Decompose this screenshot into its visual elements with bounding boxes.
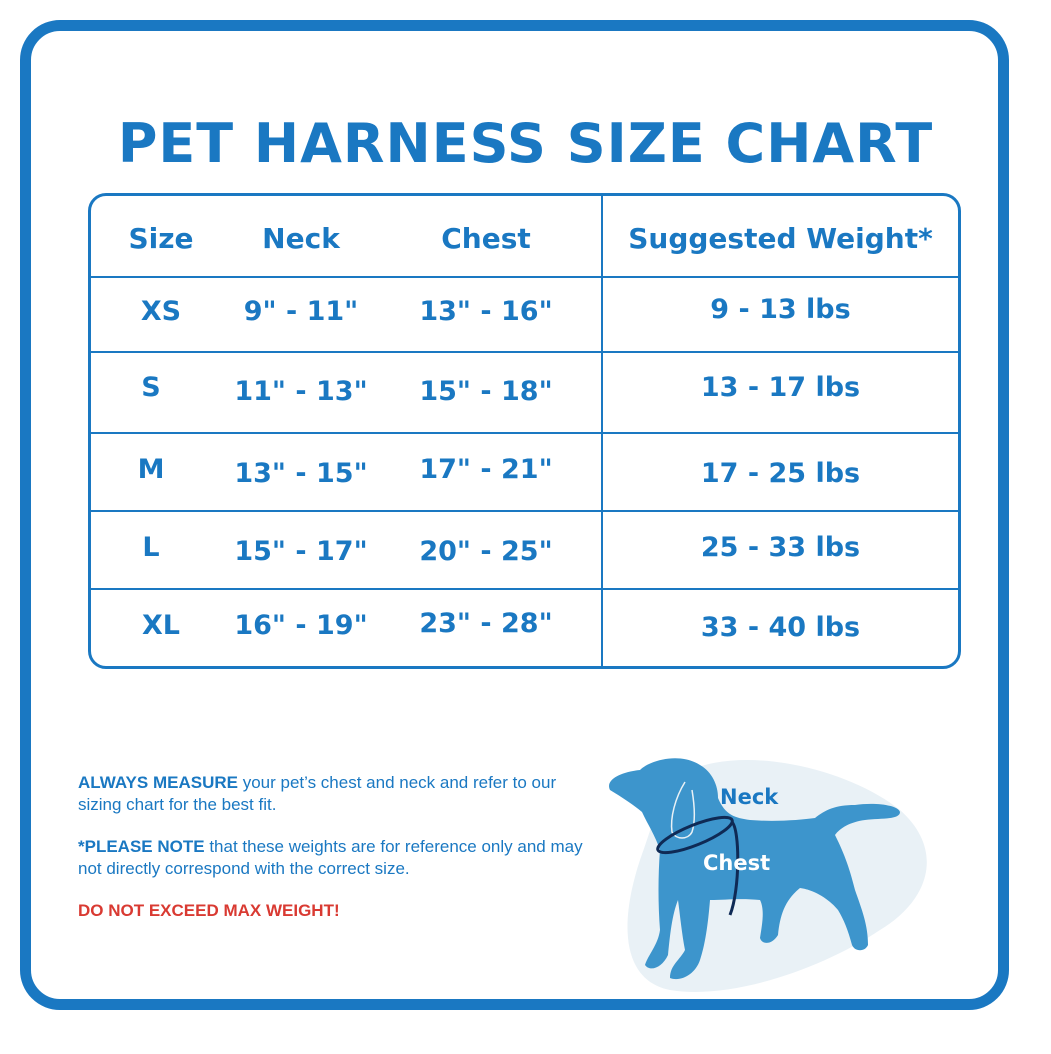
header-neck: Neck bbox=[262, 222, 340, 255]
weight-cell: 13 - 17 lbs bbox=[700, 372, 861, 403]
note-bold: *PLEASE NOTE bbox=[78, 837, 205, 856]
chest-ring-icon bbox=[728, 820, 740, 916]
header-weight: Suggested Weight* bbox=[628, 222, 933, 255]
size-table: Size Neck Chest Suggested Weight* XS 9" … bbox=[88, 193, 961, 669]
row-divider bbox=[91, 588, 958, 590]
size-cell: XL bbox=[141, 610, 181, 641]
chest-cell: 13" - 16" bbox=[419, 296, 553, 327]
header-chest: Chest bbox=[441, 222, 531, 255]
neck-cell: 15" - 17" bbox=[234, 536, 368, 567]
size-cell: S bbox=[141, 372, 161, 403]
weight-cell: 33 - 40 lbs bbox=[700, 612, 861, 643]
neck-cell: 16" - 19" bbox=[234, 610, 368, 641]
measure-text: your pet’s chest and neck and refer to o… bbox=[78, 773, 557, 814]
please-note: *PLEASE NOTE that these weights are for … bbox=[78, 836, 598, 880]
chest-cell: 17" - 21" bbox=[419, 454, 553, 485]
neck-label: Neck bbox=[720, 785, 779, 809]
neck-ring-icon bbox=[656, 815, 734, 855]
chest-cell: 23" - 28" bbox=[419, 608, 553, 639]
header-size: Size bbox=[128, 222, 194, 255]
weight-cell: 25 - 33 lbs bbox=[700, 532, 861, 563]
column-divider bbox=[601, 196, 603, 666]
chest-cell: 20" - 25" bbox=[419, 536, 553, 567]
dog-measurement-illustration: Neck Chest bbox=[609, 758, 927, 992]
chest-label: Chest bbox=[703, 851, 770, 875]
chest-cell: 15" - 18" bbox=[419, 376, 553, 407]
weight-cell: 9 - 13 lbs bbox=[710, 294, 851, 325]
warning-text: DO NOT EXCEED MAX WEIGHT! bbox=[78, 901, 340, 920]
ear-outline bbox=[670, 781, 696, 839]
outer-frame bbox=[20, 20, 1009, 1010]
weight-cell: 17 - 25 lbs bbox=[700, 458, 861, 489]
measure-bold: ALWAYS MEASURE bbox=[78, 773, 238, 792]
row-divider bbox=[91, 351, 958, 353]
neck-cell: 9" - 11" bbox=[243, 296, 359, 327]
page-title: PET HARNESS SIZE CHART bbox=[117, 112, 934, 175]
notes: ALWAYS MEASURE your pet’s chest and neck… bbox=[78, 772, 598, 942]
measure-note: ALWAYS MEASURE your pet’s chest and neck… bbox=[78, 772, 598, 816]
row-divider bbox=[91, 276, 958, 278]
neck-cell: 11" - 13" bbox=[234, 376, 368, 407]
dog-silhouette-icon bbox=[609, 758, 900, 980]
row-divider bbox=[91, 510, 958, 512]
neck-cell: 13" - 15" bbox=[234, 458, 368, 489]
size-cell: XS bbox=[140, 296, 182, 327]
size-cell: L bbox=[142, 532, 160, 563]
row-divider bbox=[91, 432, 958, 434]
note-text: that these weights are for reference onl… bbox=[78, 837, 583, 878]
size-cell: M bbox=[137, 454, 165, 485]
